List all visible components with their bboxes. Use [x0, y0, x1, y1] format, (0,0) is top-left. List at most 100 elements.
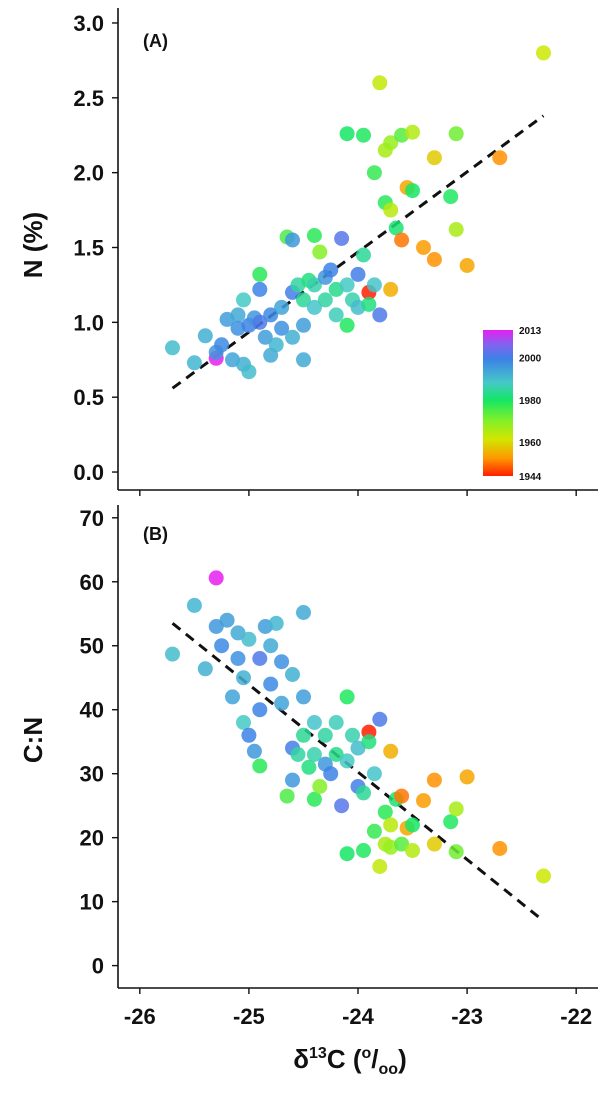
data-point — [323, 262, 339, 278]
data-point — [317, 292, 333, 308]
data-point — [350, 266, 366, 282]
data-point — [394, 232, 410, 248]
y-tick-label: 70 — [80, 506, 104, 531]
data-point — [268, 337, 284, 353]
x-tick-label: -22 — [560, 1004, 592, 1029]
data-point — [274, 695, 290, 711]
data-point — [306, 277, 322, 293]
data-point — [372, 307, 388, 323]
x-axis-title-per: o — [362, 1045, 372, 1062]
data-point — [459, 258, 475, 273]
data-point — [296, 605, 311, 620]
data-point — [405, 124, 420, 140]
colorbar-tick-label: 1960 — [519, 438, 542, 449]
data-point — [274, 320, 290, 336]
data-point — [372, 75, 388, 91]
data-point — [383, 281, 399, 297]
data-point — [197, 328, 213, 344]
data-point — [366, 823, 382, 839]
y-tick-label: 3.0 — [73, 11, 104, 36]
data-point — [328, 307, 344, 323]
y-tick-label: 2.0 — [73, 161, 104, 186]
data-point — [426, 772, 442, 788]
data-point — [268, 615, 284, 631]
panel-b-label: (B) — [143, 524, 168, 544]
y-tick-label: 10 — [80, 890, 104, 915]
data-point — [339, 317, 355, 333]
data-point — [356, 843, 371, 858]
data-point — [383, 743, 399, 759]
data-point — [263, 307, 279, 323]
data-point — [197, 661, 213, 677]
data-point — [356, 785, 371, 801]
data-point — [296, 352, 311, 368]
data-point — [263, 676, 279, 692]
x-tick-label: -25 — [233, 1004, 265, 1029]
data-point — [290, 747, 306, 762]
data-point — [448, 126, 464, 142]
y-tick-label: 20 — [80, 826, 104, 851]
data-point — [241, 727, 257, 743]
data-point — [241, 631, 257, 647]
data-point — [405, 183, 420, 199]
data-point — [230, 625, 246, 641]
data-point — [339, 846, 355, 862]
y-tick-label: 50 — [80, 634, 104, 659]
data-point — [214, 337, 230, 353]
data-point — [356, 127, 371, 143]
data-point — [388, 220, 404, 236]
x-axis-title: δ13C (o/oo) — [293, 1044, 406, 1078]
data-point — [252, 314, 268, 330]
y-tick-label: 1.0 — [73, 310, 104, 335]
data-point — [263, 638, 279, 654]
data-point — [312, 779, 328, 794]
data-point — [236, 715, 251, 730]
data-point — [416, 793, 431, 809]
data-point — [356, 247, 371, 263]
data-point — [285, 772, 300, 788]
data-point — [426, 252, 442, 267]
data-point — [361, 296, 377, 312]
data-point — [230, 651, 246, 666]
data-point — [361, 734, 377, 750]
data-point — [448, 844, 464, 860]
y-tick-label: 40 — [80, 698, 104, 723]
panel-a-points — [165, 45, 551, 380]
data-point — [296, 727, 311, 743]
y-tick-label: 0 — [92, 954, 104, 979]
data-point — [328, 715, 344, 730]
data-point — [252, 281, 268, 297]
panel-b-points — [165, 570, 551, 884]
data-point — [279, 788, 295, 804]
data-point — [252, 651, 268, 666]
x-tick-label: -23 — [451, 1004, 483, 1029]
data-point — [208, 570, 224, 586]
data-point — [306, 715, 322, 730]
data-point — [416, 240, 431, 255]
data-point — [165, 646, 180, 662]
data-point — [236, 292, 251, 308]
data-point — [306, 299, 322, 315]
colorbar-tick-label: 1944 — [519, 472, 542, 483]
data-point — [394, 836, 410, 852]
data-point — [328, 747, 344, 762]
data-point — [334, 798, 350, 814]
data-point — [448, 222, 464, 237]
y-tick-label: 1.5 — [73, 236, 104, 261]
panel-a-y-axis-title: N (%) — [18, 212, 48, 278]
data-point — [274, 654, 290, 670]
data-point — [186, 355, 202, 371]
data-point — [165, 340, 180, 356]
data-point — [459, 769, 475, 785]
x-axis-title-close: ) — [398, 1044, 407, 1074]
data-point — [443, 189, 459, 205]
data-point — [377, 804, 393, 820]
panel-b: 0 10 20 30 40 50 60 70 -26 -25 -24 -23 -22 (B) C:N — [18, 505, 598, 1029]
data-point — [285, 232, 300, 248]
x-axis-title-slash: / — [371, 1044, 378, 1074]
data-point — [252, 758, 268, 774]
colorbar-gradient — [483, 330, 513, 476]
data-point — [301, 759, 317, 775]
panel-a-label: (A) — [143, 31, 168, 51]
colorbar: 2013 2000 1980 1960 1944 — [483, 326, 542, 483]
